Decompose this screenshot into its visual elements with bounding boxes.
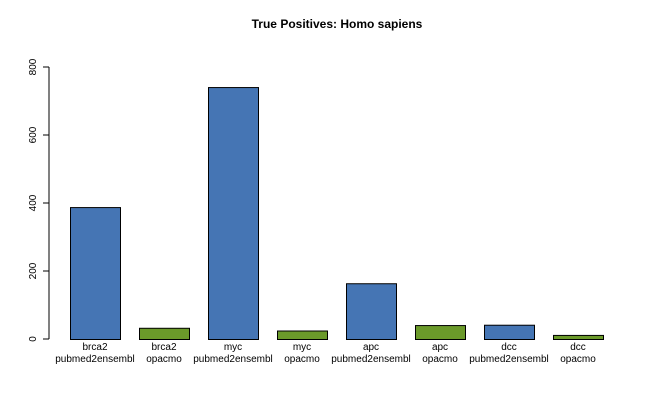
category-label: myc bbox=[293, 342, 311, 353]
category-label: dcc bbox=[570, 342, 586, 353]
category-label: pubmed2ensembl bbox=[55, 354, 135, 365]
y-tick-label: 0 bbox=[28, 336, 39, 342]
bar bbox=[415, 325, 466, 340]
bar bbox=[139, 327, 190, 340]
bar bbox=[277, 330, 328, 340]
category-label: pubmed2ensembl bbox=[331, 354, 411, 365]
category-label: pubmed2ensembl bbox=[193, 354, 273, 365]
bar-group bbox=[70, 87, 604, 341]
category-label: pubmed2ensembl bbox=[469, 354, 549, 365]
bar bbox=[208, 87, 259, 340]
bar bbox=[346, 283, 397, 340]
chart-title: True Positives: Homo sapiens bbox=[252, 17, 423, 31]
category-label: myc bbox=[224, 342, 242, 353]
category-label: brca2 bbox=[151, 342, 176, 353]
y-tick-label: 800 bbox=[28, 58, 39, 75]
y-axis: 0 200 400 600 800 bbox=[28, 58, 50, 342]
bar bbox=[484, 324, 535, 341]
category-label: apc bbox=[432, 342, 448, 353]
category-label: opacmo bbox=[422, 354, 458, 365]
category-label: opacmo bbox=[284, 354, 320, 365]
category-label: apc bbox=[363, 342, 379, 353]
y-tick-label: 600 bbox=[28, 126, 39, 143]
y-tick-label: 200 bbox=[28, 262, 39, 279]
bar bbox=[70, 207, 121, 340]
category-label: brca2 bbox=[82, 342, 107, 353]
x-axis-labels: brca2pubmed2ensemblbrca2opacmomycpubmed2… bbox=[55, 342, 596, 365]
category-label: dcc bbox=[501, 342, 517, 353]
bar bbox=[553, 334, 604, 341]
category-label: opacmo bbox=[560, 354, 596, 365]
y-tick-label: 400 bbox=[28, 194, 39, 211]
category-label: opacmo bbox=[146, 354, 182, 365]
